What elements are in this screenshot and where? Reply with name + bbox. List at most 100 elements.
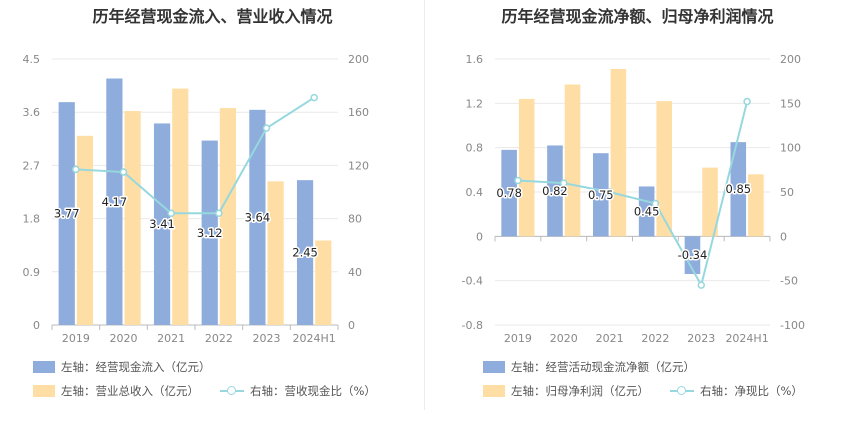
y-right-tick-label: 200 [780,53,801,66]
chart-panel-net-cashflow: 历年经营现金流净额、归母净利润情况 -0.8 -0.4 0 0.4 0.8 1.2 1.6-… [425,0,850,437]
bar-data-label: 4.17 [102,195,128,209]
x-tick-label: 2024H1 [725,332,768,345]
bar-data-label: 0.75 [588,188,614,202]
legend-item-net-cash-ratio[interactable]: 右轴：净现比（%） [670,383,803,399]
bar-data-label: 3.77 [54,207,80,221]
legend-label: 左轴：归母净利润（亿元） [511,384,649,398]
line-point [167,209,175,218]
chart-title: 历年经营现金流净额、归母净利润情况 [501,7,774,26]
bar-data-label: 3.12 [197,226,223,240]
x-tick-label: 2022 [205,332,233,345]
y-left-tick-label: 0 [33,319,40,332]
bar-data-label: -0.34 [678,248,708,262]
y-left-tick-label: -0.4 [462,275,483,288]
bar-series-1 [730,142,747,237]
y-right-tick-label: 50 [780,186,794,199]
legend-label: 右轴：净现比（%） [700,384,803,398]
y-right-tick-label: 40 [348,266,362,279]
y-right-tick-label: 120 [348,159,369,172]
chart-svg: -0.8 -0.4 0 0.4 0.8 1.2 1.6 -100 -50 0 50 100 150 200… [462,53,805,345]
chart-title: 历年经营现金流入、营业收入情况 [92,7,333,26]
bar-series-1 [638,186,655,237]
x-tick-label: 2020 [550,332,578,345]
y-left-tick-label: -0.8 [462,319,483,332]
bar-series-1 [296,180,314,325]
bar-data-label: 2.45 [292,246,318,260]
bar-data-label: 0.82 [542,184,568,198]
y-left-tick-label: 1.2 [466,97,484,110]
legend-swatch-bar1 [33,361,55,373]
chart-svg: 0 0.9 1.8 2.7 3.6 4.5 0 40 80 120 160 200 2019 2020 20… [23,53,370,345]
line-point [514,176,522,185]
legend-label: 左轴：营业总收入（亿元） [61,384,199,398]
bar-data-label: 3.41 [149,217,175,231]
y-right-tick-label: 0 [780,230,787,243]
bar-series-1 [201,140,218,325]
bar-series-2 [124,111,141,325]
line-point [743,97,751,106]
bar-data-label: 0.45 [634,204,660,218]
y-left-tick-label: 1.6 [466,53,484,66]
y-right-tick-label: 200 [348,53,369,66]
bar-series-2 [267,181,284,325]
x-tick-label: 2024H1 [293,332,336,345]
legend-item-net-profit[interactable]: 左轴：归母净利润（亿元） [483,383,649,399]
legend-item-cash-revenue-ratio[interactable]: 右轴：营收现金比（%） [220,383,376,399]
x-tick-label: 2019 [62,332,90,345]
y-left-tick-label: 0.4 [466,186,484,199]
bar-series-2 [219,108,237,325]
y-right-tick-label: 160 [348,106,369,119]
line-series-ratio [75,96,315,215]
legend-swatch-bar2 [483,385,505,397]
y-left-tick-label: 4.5 [23,53,41,66]
bar-series-2 [702,167,718,237]
bar-series-1 [58,102,75,325]
bar-series-1 [547,145,563,237]
y-right-tick-label: 150 [780,97,801,110]
legend-label: 左轴：经营现金流入（亿元） [61,360,211,374]
line-point [310,93,318,102]
line-point [697,281,705,289]
y-right-tick-label: 0 [348,319,355,332]
bar-series-1 [501,149,517,237]
y-right-tick-label: 100 [780,142,801,155]
legend-swatch-line [220,385,244,397]
line-point [119,168,128,176]
legend-item-revenue[interactable]: 左轴：营业总收入（亿元） [33,383,199,399]
bar-series-2 [610,68,627,237]
legend-swatch-line [670,385,694,397]
y-left-tick-label: 3.6 [23,106,41,119]
panel-divider [424,0,425,410]
chart-panel-cashflow-inflow: 历年经营现金流入、营业收入情况 0 0.9 1.8 2.7 3.6 4.5 0 40 80 120… [23,7,376,399]
bar-data-label: 0.78 [496,186,522,200]
bar-series-2 [564,84,581,237]
legend-item-cash-inflow[interactable]: 左轴：经营现金流入（亿元） [33,359,211,375]
legend-label: 左轴：经营活动现金流净额（亿元） [511,360,695,374]
y-left-tick-label: 2.7 [23,159,41,172]
bar-series-1 [249,109,266,325]
x-tick-label: 2021 [596,332,624,345]
line-point [215,209,223,218]
bar-series-1 [593,153,609,237]
bar-series-2 [315,240,332,325]
line-point [651,199,660,208]
y-right-tick-label: 80 [348,213,362,226]
bar-series-2 [748,174,764,237]
y-left-tick-label: 0 [476,230,483,243]
x-tick-label: 2022 [641,332,669,345]
y-right-tick-label: -50 [780,275,798,288]
bar-series-1 [153,123,171,325]
x-tick-label: 2023 [253,332,281,345]
legend-item-net-cashflow[interactable]: 左轴：经营活动现金流净额（亿元） [483,359,695,375]
line-point [605,188,614,196]
y-left-tick-label: 0.8 [466,142,484,155]
line-series-ratio [517,101,749,288]
bar-data-label: 0.85 [725,182,751,196]
bar-data-label: 3.64 [245,210,271,224]
x-tick-label: 2021 [157,332,185,345]
line-point [560,179,568,187]
bar-series-1 [684,236,701,275]
line-point [72,165,80,174]
y-right-tick-label: -100 [780,319,805,332]
legend-swatch-bar2 [33,385,55,397]
